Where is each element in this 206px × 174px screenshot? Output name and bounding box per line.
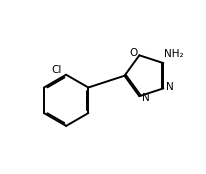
Text: N: N <box>166 82 173 92</box>
Text: N: N <box>142 93 149 103</box>
Text: NH₂: NH₂ <box>164 49 183 59</box>
Text: Cl: Cl <box>52 65 62 75</box>
Text: O: O <box>130 48 138 58</box>
